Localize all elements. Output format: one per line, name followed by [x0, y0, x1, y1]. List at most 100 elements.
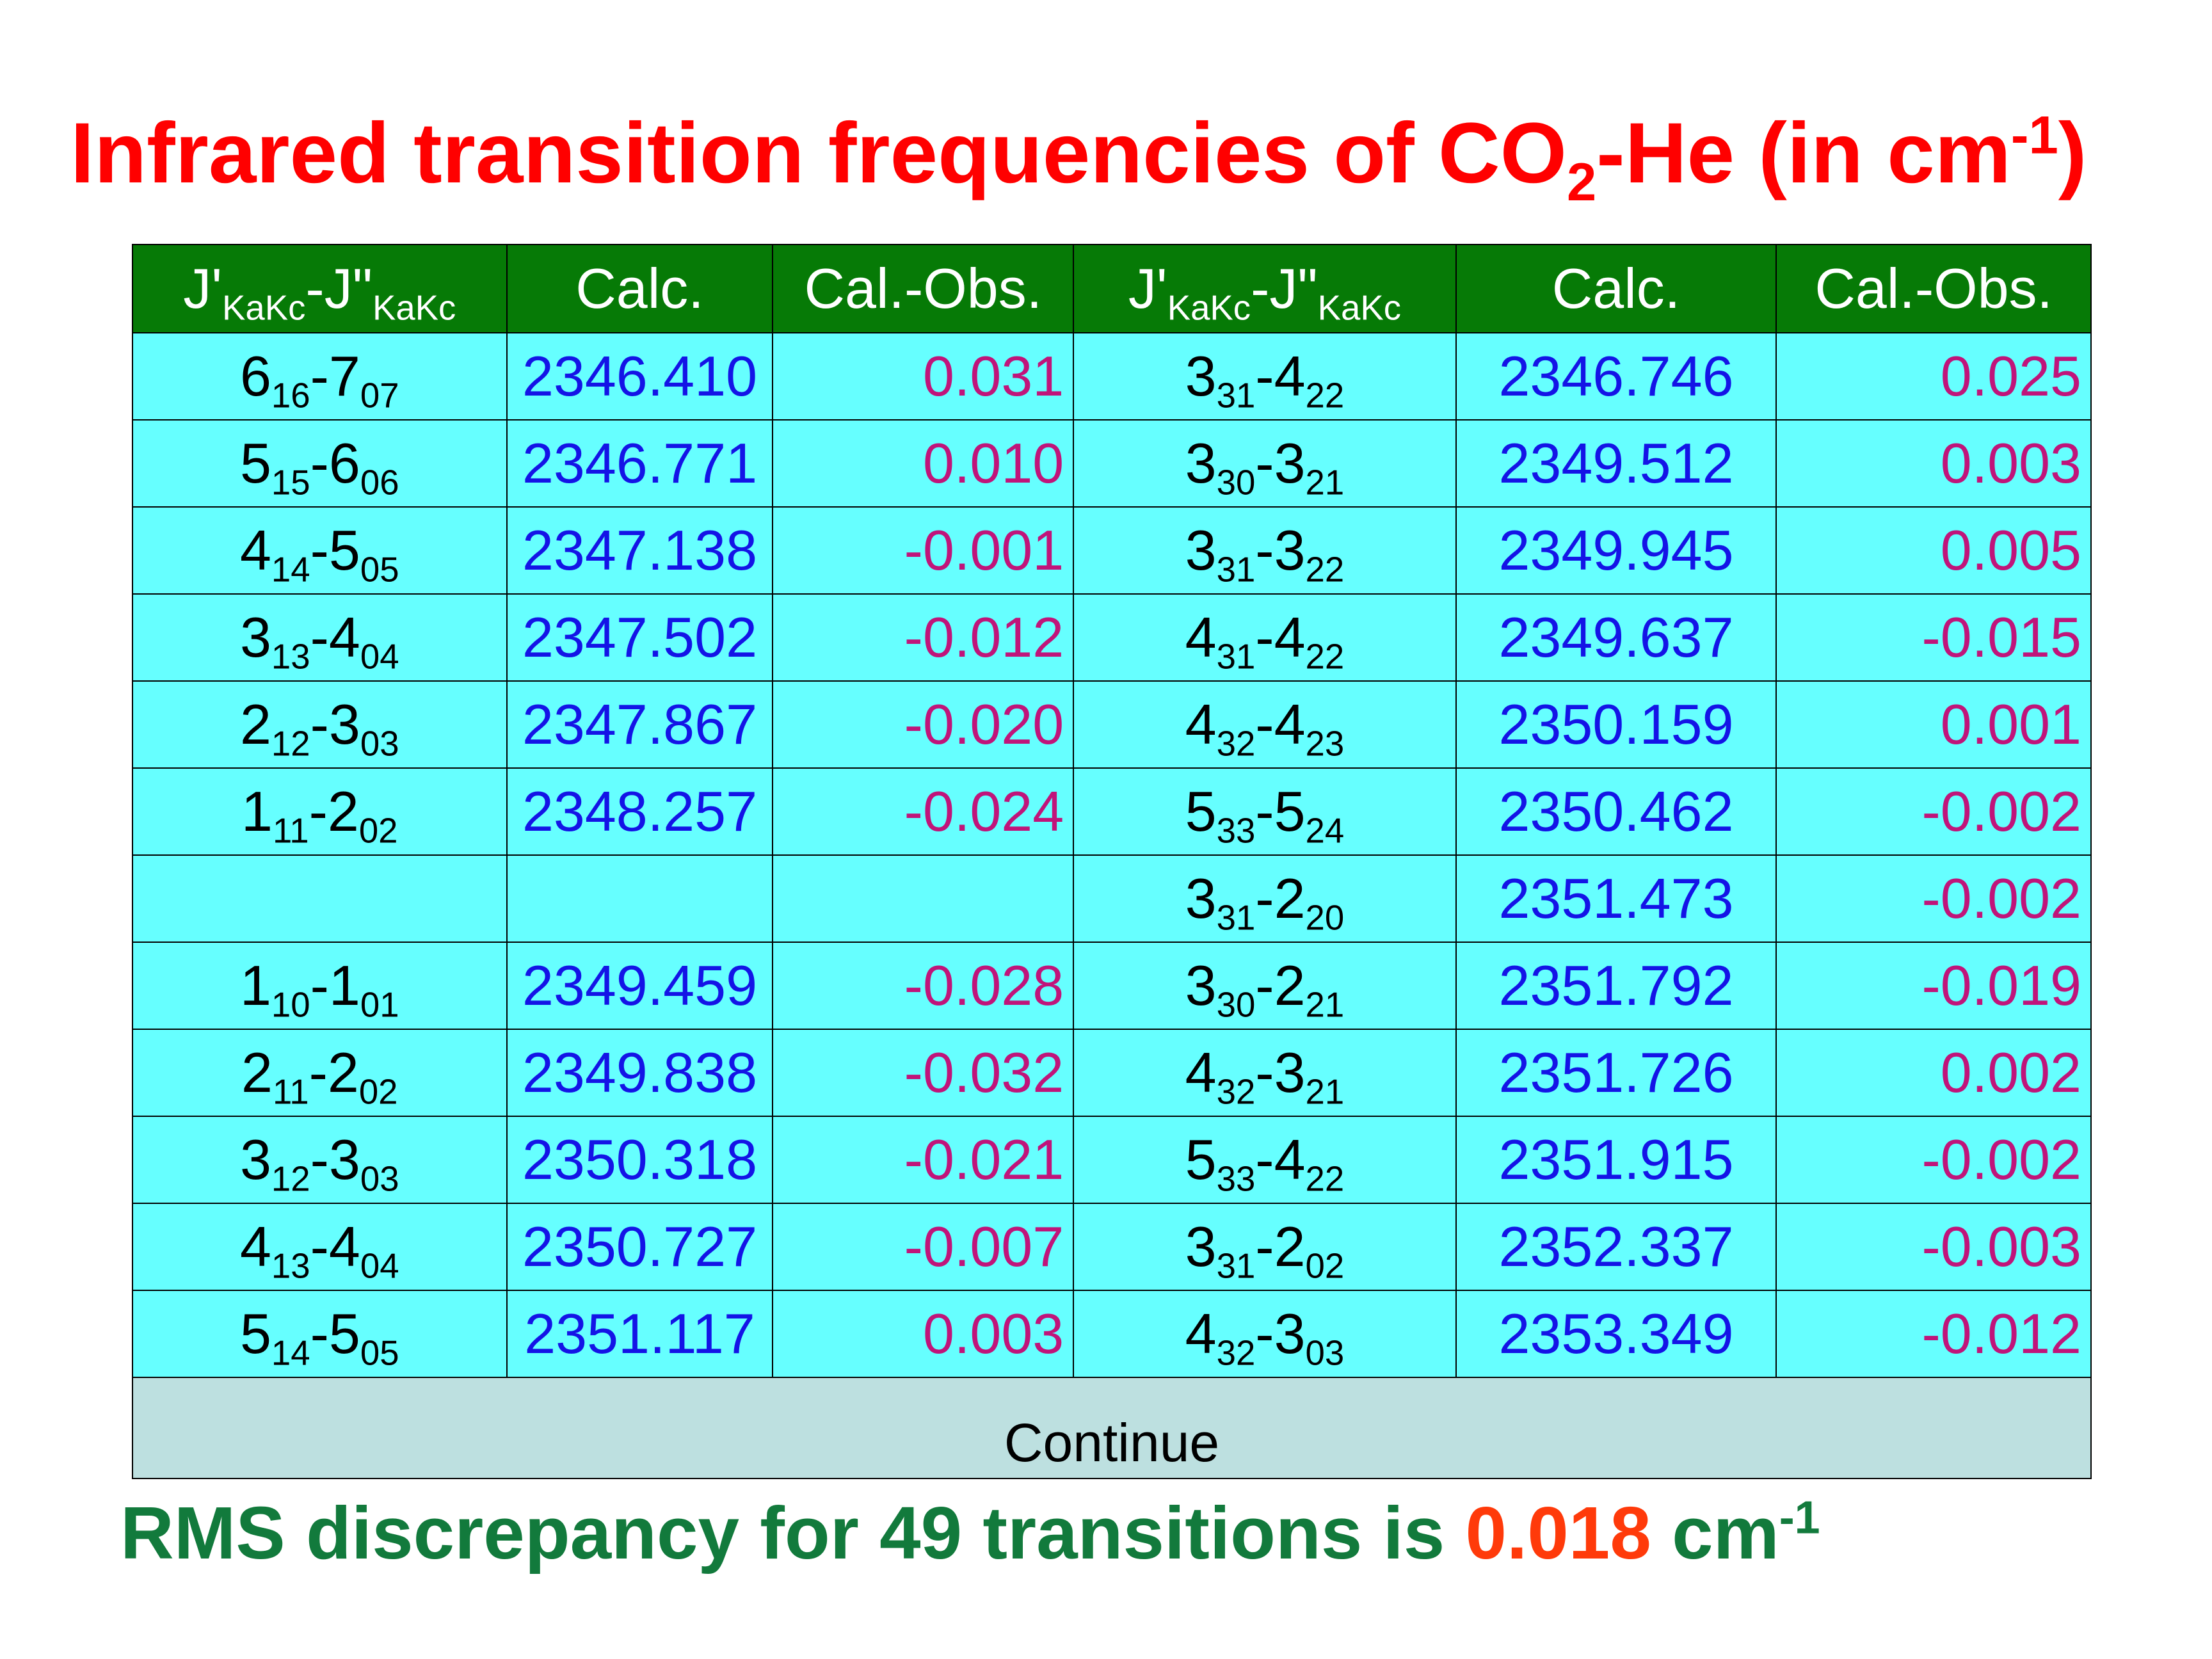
level: 4 — [239, 1215, 271, 1278]
residual: 0.005 — [1940, 518, 2081, 582]
level: -6 — [310, 431, 360, 495]
cell: 533-422 — [1073, 1116, 1457, 1204]
level-index: 06 — [360, 463, 399, 502]
level: 3 — [1185, 431, 1217, 495]
level: 4 — [1185, 1041, 1217, 1104]
cell: 2351.473 — [1455, 854, 1777, 943]
cell: 0.010 — [772, 419, 1075, 508]
level: 2 — [239, 693, 271, 756]
cell: 313-404 — [132, 593, 508, 682]
level: -J" — [305, 257, 373, 320]
header-cell: J'KaKc-J"KaKc — [132, 244, 508, 333]
cell: 331-422 — [1073, 332, 1457, 421]
cell: -0.012 — [772, 593, 1075, 682]
cell — [506, 854, 774, 943]
level: -4 — [1255, 344, 1306, 408]
calc-value: 2351.473 — [1498, 867, 1734, 930]
cell: 331-202 — [1073, 1203, 1457, 1291]
cell: 616-707 — [132, 332, 508, 421]
cell: 2351.726 — [1455, 1029, 1777, 1117]
level-index: 11 — [272, 1072, 309, 1112]
cell: -0.024 — [772, 767, 1075, 856]
residual: -0.032 — [904, 1041, 1064, 1104]
calc-value: 2350.462 — [1498, 780, 1734, 843]
level-index: 22 — [1305, 637, 1345, 677]
title-text: Infrared transition frequencies of CO — [70, 106, 1567, 201]
calc-value: 2349.945 — [1498, 518, 1734, 582]
title-sub: 2 — [1566, 152, 1597, 212]
calc-value: 2349.838 — [522, 1041, 758, 1104]
level: 6 — [239, 344, 271, 408]
level-index: 22 — [1305, 376, 1345, 415]
cell: 2351.792 — [1455, 942, 1777, 1030]
cell: 2346.771 — [506, 419, 774, 508]
cell: 2350.318 — [506, 1116, 774, 1204]
level-index: 11 — [272, 811, 309, 851]
level-index: 01 — [360, 985, 399, 1025]
continue-button[interactable]: Continue — [132, 1377, 2092, 1479]
data-row: 616-707 2346.410 0.031 331-422 2346.746 0.025 — [132, 332, 2092, 421]
cell: 432-423 — [1073, 680, 1457, 769]
cell: 2350.159 — [1455, 680, 1777, 769]
cell: 431-422 — [1073, 593, 1457, 682]
level-index: 10 — [271, 985, 310, 1025]
level: -5 — [1255, 780, 1306, 843]
header-text: Cal.-Obs. — [1815, 257, 2053, 320]
cell: -0.028 — [772, 942, 1075, 1030]
cell: 2349.637 — [1455, 593, 1777, 682]
level-index: 31 — [1216, 1246, 1256, 1286]
level: -2 — [1255, 867, 1306, 930]
summary-value: 0.018 — [1465, 1491, 1651, 1575]
level-index: 31 — [1216, 898, 1256, 938]
data-row: 212-303 2347.867 -0.020 432-423 2350.159 0.00… — [132, 680, 2092, 769]
level-index: 02 — [1305, 1246, 1345, 1286]
level: -5 — [310, 1302, 360, 1365]
calc-value: 2351.792 — [1498, 954, 1734, 1017]
footer-row: Continue — [132, 1377, 2092, 1479]
cell: 111-202 — [132, 767, 508, 856]
cell: 312-303 — [132, 1116, 508, 1204]
residual: -0.002 — [1921, 867, 2081, 930]
cell: 2353.349 — [1455, 1290, 1777, 1378]
level: 4 — [1185, 1302, 1217, 1365]
level-index: KaKc — [222, 288, 306, 328]
level: -J" — [1251, 257, 1318, 320]
level: 4 — [239, 518, 271, 582]
level: 2 — [241, 1041, 273, 1104]
data-row: 312-303 2350.318 -0.021 533-422 2351.915 -0.0… — [132, 1116, 2092, 1204]
cell: 2349.945 — [1455, 506, 1777, 595]
cell: 0.005 — [1775, 506, 2092, 595]
level: -2 — [309, 1041, 359, 1104]
level-index: 31 — [1216, 550, 1256, 589]
level-index: 22 — [1305, 550, 1345, 589]
header-text: Calc. — [1551, 257, 1681, 320]
level-index: 23 — [1305, 724, 1345, 764]
residual: -0.012 — [904, 605, 1064, 669]
calc-value: 2347.867 — [522, 693, 758, 756]
cell: 0.003 — [1775, 419, 2092, 508]
calc-value: 2346.771 — [522, 431, 758, 495]
cell: -0.012 — [1775, 1290, 2092, 1378]
data-row: 514-505 2351.117 0.003 432-303 2353.349 -0.01… — [132, 1290, 2092, 1378]
cell: 330-221 — [1073, 942, 1457, 1030]
header-cell: Cal.-Obs. — [1775, 244, 2092, 333]
cell: -0.032 — [772, 1029, 1075, 1117]
level-index: 16 — [271, 376, 310, 415]
level: 3 — [1185, 1215, 1217, 1278]
cell: 2346.746 — [1455, 332, 1777, 421]
calc-value: 2348.257 — [522, 780, 758, 843]
level-index: 15 — [271, 463, 310, 502]
residual: 0.002 — [1940, 1041, 2081, 1104]
cell: -0.020 — [772, 680, 1075, 769]
cell: -0.015 — [1775, 593, 2092, 682]
level-index: 33 — [1216, 811, 1256, 851]
cell: 2347.867 — [506, 680, 774, 769]
level: -4 — [1255, 605, 1306, 669]
calc-value: 2349.637 — [1498, 605, 1734, 669]
level-index: 22 — [1305, 1159, 1345, 1199]
title-sup: -1 — [2010, 105, 2058, 165]
level: -7 — [310, 344, 360, 408]
level-index: KaKc — [1167, 288, 1251, 328]
residual: -0.021 — [904, 1128, 1064, 1191]
level-index: KaKc — [372, 288, 456, 328]
